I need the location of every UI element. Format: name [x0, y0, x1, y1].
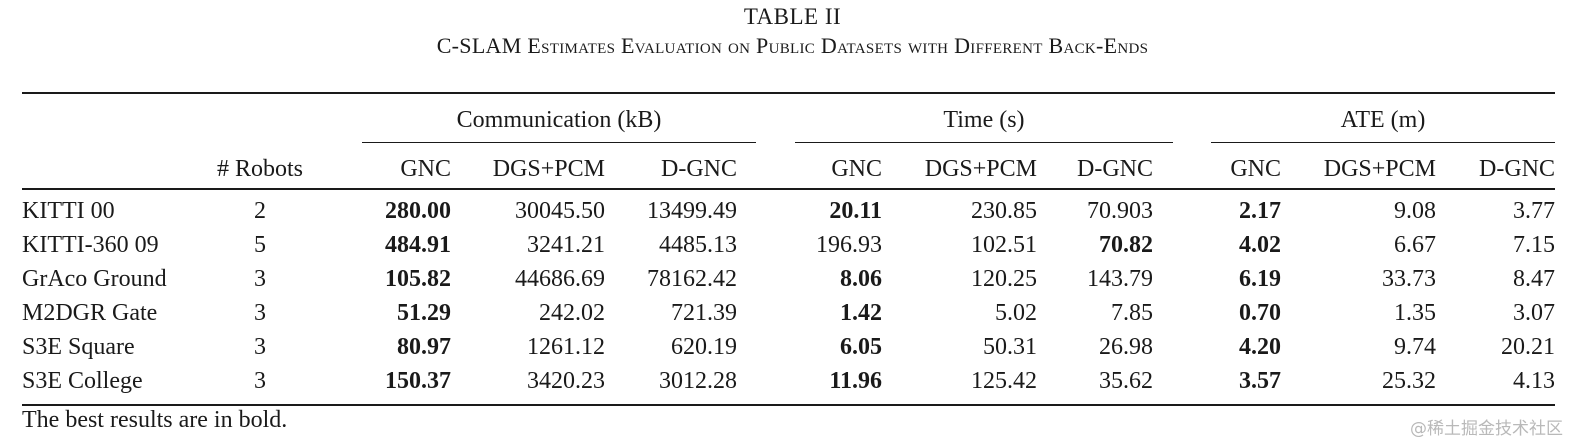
- table-cell: 1.35: [1394, 300, 1436, 326]
- table-cell: 105.82: [385, 266, 451, 292]
- table-cell: 280.00: [385, 198, 451, 224]
- group-header-time: Time (s): [943, 107, 1025, 133]
- table-cell: 150.37: [385, 368, 451, 394]
- row-robots: 2: [254, 198, 266, 224]
- table-cell: 3.07: [1513, 300, 1555, 326]
- group-header-communication: Communication (kB): [456, 107, 662, 133]
- table-cell: 1261.12: [527, 334, 605, 360]
- table-cell: 1.42: [840, 300, 882, 326]
- table-cell: 3.77: [1513, 198, 1555, 224]
- row-dataset: KITTI 00: [22, 198, 115, 224]
- table-cell: 33.73: [1382, 266, 1436, 292]
- table-cell: 6.67: [1394, 232, 1436, 258]
- table-cell: 3420.23: [527, 368, 605, 394]
- table-cell: 4485.13: [659, 232, 737, 258]
- table-cell: 8.47: [1513, 266, 1555, 292]
- row-robots: 3: [254, 368, 266, 394]
- table-cell: 78162.42: [647, 266, 737, 292]
- table-cell: 7.15: [1513, 232, 1555, 258]
- row-dataset: KITTI-360 09: [22, 232, 159, 258]
- table-cell: 9.74: [1394, 334, 1436, 360]
- table-cell: 25.32: [1382, 368, 1436, 394]
- subheader-d-gnc-2: D-GNC: [661, 156, 737, 182]
- row-robots: 3: [254, 266, 266, 292]
- table-cell: 4.13: [1513, 368, 1555, 394]
- subheader-d-gnc-8: D-GNC: [1479, 156, 1555, 182]
- table-cell: 70.82: [1099, 232, 1153, 258]
- table-cell: 2.17: [1239, 198, 1281, 224]
- group-underline-ate: [1211, 142, 1555, 144]
- table-cell: 35.62: [1099, 368, 1153, 394]
- subheader-dgs-pcm-7: DGS+PCM: [1323, 156, 1436, 182]
- group-header-ate: ATE (m): [1340, 107, 1426, 133]
- row-dataset: S3E College: [22, 368, 143, 394]
- table-cell: 721.39: [671, 300, 737, 326]
- table-cell: 196.93: [816, 232, 882, 258]
- row-dataset: GrAco Ground: [22, 266, 167, 292]
- table-cell: 20.11: [829, 198, 882, 224]
- table-cell: 143.79: [1087, 266, 1153, 292]
- row-dataset: M2DGR Gate: [22, 300, 158, 326]
- table-cell: 30045.50: [515, 198, 605, 224]
- table-cell: 6.05: [840, 334, 882, 360]
- table-cell: 620.19: [671, 334, 737, 360]
- table-cell: 4.02: [1239, 232, 1281, 258]
- table-cell: 20.21: [1501, 334, 1555, 360]
- group-underline-communication: [362, 142, 756, 144]
- table-cell: 7.85: [1111, 300, 1153, 326]
- table-cell: 242.02: [539, 300, 605, 326]
- subheader-dgs-pcm-4: DGS+PCM: [924, 156, 1037, 182]
- top-rule: [22, 92, 1555, 94]
- table-label: TABLE II: [743, 4, 842, 29]
- subheader-gnc-3: GNC: [831, 156, 882, 182]
- table-title: C-SLAM Estimates Evaluation on Public Da…: [436, 33, 1149, 58]
- subheader-gnc-0: GNC: [400, 156, 451, 182]
- table-cell: 44686.69: [515, 266, 605, 292]
- watermark: @稀土掘金技术社区: [1410, 419, 1563, 439]
- table-cell: 70.903: [1087, 198, 1153, 224]
- table-footnote: The best results are in bold.: [22, 407, 288, 433]
- table-cell: 51.29: [397, 300, 451, 326]
- bottom-rule: [22, 404, 1555, 406]
- table-cell: 11.96: [829, 368, 882, 394]
- row-dataset: S3E Square: [22, 334, 135, 360]
- table-cell: 230.85: [971, 198, 1037, 224]
- table-cell: 9.08: [1394, 198, 1436, 224]
- row-robots: 3: [254, 334, 266, 360]
- header-robots: # Robots: [216, 156, 303, 182]
- row-robots: 3: [254, 300, 266, 326]
- table-cell: 484.91: [385, 232, 451, 258]
- row-robots: 5: [254, 232, 266, 258]
- table-cell: 5.02: [995, 300, 1037, 326]
- table-cell: 8.06: [840, 266, 882, 292]
- table-cell: 26.98: [1099, 334, 1153, 360]
- table-cell: 3012.28: [659, 368, 737, 394]
- table-cell: 3241.21: [527, 232, 605, 258]
- table-cell: 0.70: [1239, 300, 1281, 326]
- table-cell: 80.97: [397, 334, 451, 360]
- subheader-d-gnc-5: D-GNC: [1077, 156, 1153, 182]
- table-cell: 3.57: [1239, 368, 1281, 394]
- table-cell: 13499.49: [647, 198, 737, 224]
- table-cell: 50.31: [983, 334, 1037, 360]
- table-cell: 6.19: [1239, 266, 1281, 292]
- subheader-gnc-6: GNC: [1230, 156, 1281, 182]
- table-cell: 120.25: [971, 266, 1037, 292]
- subheader-dgs-pcm-1: DGS+PCM: [492, 156, 605, 182]
- table-cell: 102.51: [971, 232, 1037, 258]
- table-cell: 125.42: [971, 368, 1037, 394]
- group-underline-time: [795, 142, 1173, 144]
- table-cell: 4.20: [1239, 334, 1281, 360]
- header-rule: [22, 188, 1555, 190]
